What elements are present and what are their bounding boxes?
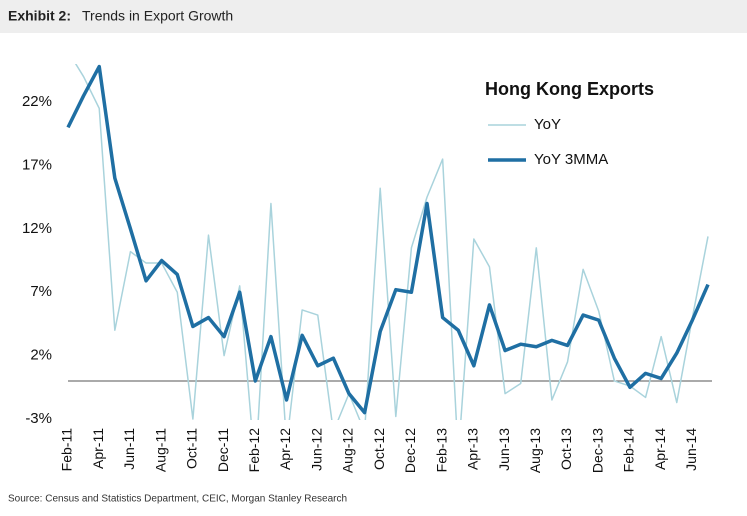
x-tick-label: Oct-11 bbox=[184, 428, 200, 469]
y-tick-label: -3% bbox=[25, 410, 52, 427]
x-tick-label: Jun-12 bbox=[308, 428, 324, 471]
x-tick-label: Feb-12 bbox=[246, 428, 262, 473]
x-tick-label: Oct-12 bbox=[371, 428, 387, 470]
x-tick-label: Aug-13 bbox=[527, 428, 543, 473]
x-tick-label: Dec-12 bbox=[402, 428, 418, 473]
x-tick-label: Aug-12 bbox=[340, 428, 356, 473]
header-bar bbox=[0, 0, 747, 33]
x-tick-label: Apr-11 bbox=[90, 428, 106, 469]
chart-title: Hong Kong Exports bbox=[485, 79, 654, 99]
y-tick-label: 12% bbox=[22, 220, 52, 237]
legend-label: YoY 3MMA bbox=[534, 151, 608, 168]
x-tick-label: Dec-11 bbox=[215, 428, 231, 472]
y-tick-label: 17% bbox=[22, 156, 52, 173]
x-tick-label: Jun-11 bbox=[121, 428, 137, 470]
exhibit-label: Exhibit 2: bbox=[8, 8, 71, 24]
x-tick-label: Jun-13 bbox=[496, 428, 512, 471]
x-tick-label: Feb-11 bbox=[59, 428, 75, 472]
x-tick-label: Dec-13 bbox=[589, 428, 605, 473]
y-tick-label: 2% bbox=[30, 347, 52, 364]
x-tick-label: Apr-13 bbox=[465, 428, 481, 470]
plot-area bbox=[66, 64, 710, 420]
x-tick-label: Feb-14 bbox=[621, 428, 637, 473]
x-tick-label: Feb-13 bbox=[433, 428, 449, 473]
x-tick-label: Jun-14 bbox=[683, 428, 699, 471]
series-line bbox=[66, 64, 710, 415]
x-tick-label: Apr-12 bbox=[277, 428, 293, 470]
x-tick-label: Apr-14 bbox=[652, 428, 668, 470]
exhibit-title: Trends in Export Growth bbox=[82, 8, 233, 24]
source: Source: Census and Statistics Department… bbox=[8, 494, 347, 505]
y-tick-label: 7% bbox=[30, 283, 52, 300]
legend-label: YoY bbox=[534, 116, 561, 133]
x-tick-label: Aug-11 bbox=[152, 428, 168, 472]
y-tick-label: 22% bbox=[22, 93, 52, 110]
x-tick-label: Oct-13 bbox=[558, 428, 574, 470]
